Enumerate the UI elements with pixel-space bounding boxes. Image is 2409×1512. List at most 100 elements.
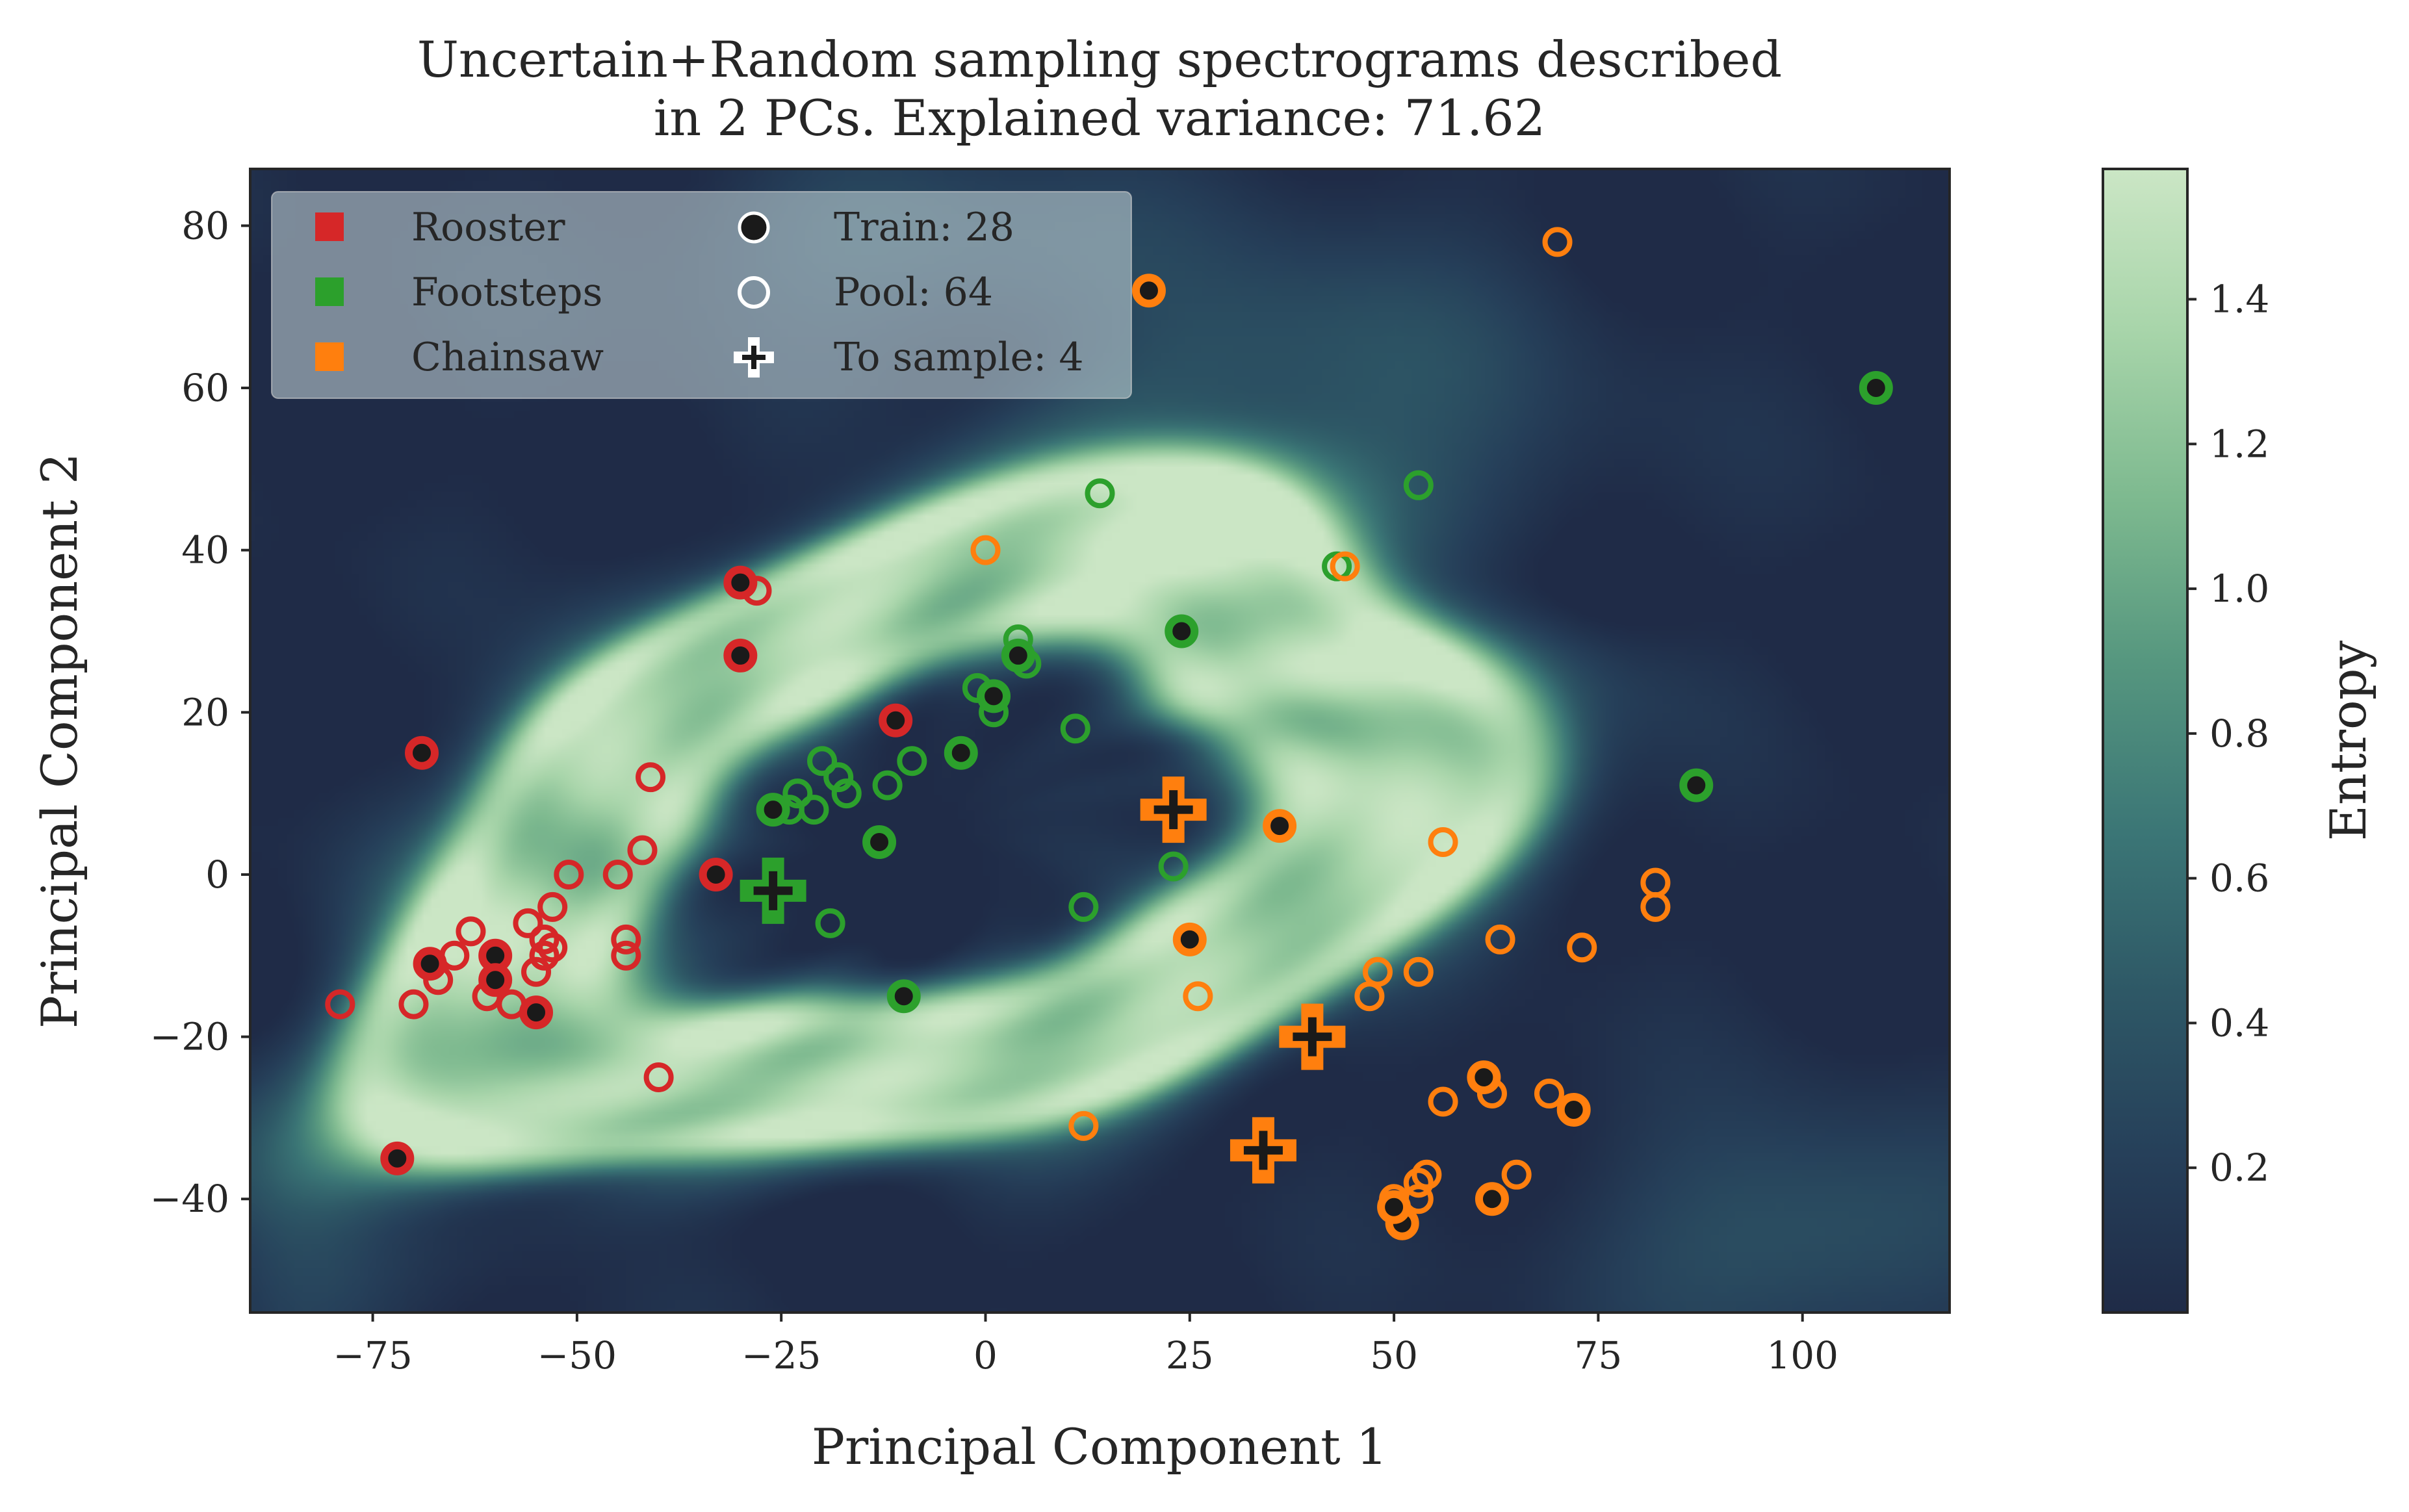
pool-point-chainsaw — [970, 535, 1001, 565]
colorbar-tick-label: 1.4 — [2209, 277, 2269, 322]
to-sample-point-chainsaw — [1230, 1117, 1296, 1184]
train-point-footsteps — [1859, 371, 1893, 405]
train-point-footsteps — [1001, 638, 1035, 673]
to-sample-point-footsteps — [740, 857, 806, 924]
pool-point-rooster — [398, 989, 429, 1019]
pool-point-rooster — [529, 924, 560, 955]
pool-point-chainsaw — [1403, 1168, 1434, 1198]
pool-point-footsteps — [1068, 891, 1099, 922]
x-tick-label: −50 — [537, 1333, 617, 1377]
train-point-rooster — [723, 638, 758, 673]
legend: Rooster Footsteps Chainsaw Train: 28 Poo… — [271, 191, 1132, 399]
train-point-chainsaw — [1131, 274, 1166, 308]
train-point-rooster — [478, 963, 513, 997]
pool-point-rooster — [325, 989, 355, 1019]
legend-rooster-label: Rooster — [411, 205, 565, 250]
pool-point-chainsaw — [1330, 551, 1360, 582]
pool-point-chainsaw — [1428, 1086, 1458, 1117]
y-tick-label: −20 — [150, 1015, 229, 1059]
y-tick-label: −40 — [150, 1177, 229, 1221]
train-point-chainsaw — [1263, 809, 1297, 843]
train-point-chainsaw — [1467, 1060, 1501, 1095]
train-point-rooster — [405, 736, 439, 770]
legend-pool-marker — [738, 276, 770, 309]
legend-chainsaw-label: Chainsaw — [411, 335, 604, 380]
train-point-rooster — [519, 995, 554, 1030]
pool-point-rooster — [537, 891, 568, 922]
pool-point-chainsaw — [1542, 227, 1573, 257]
colorbar-gradient — [2102, 168, 2189, 1314]
train-point-footsteps — [756, 793, 790, 827]
plot-frame — [249, 168, 1951, 1314]
pool-point-chainsaw — [1428, 827, 1458, 858]
train-point-chainsaw — [1377, 1190, 1411, 1224]
colorbar-tick-label: 0.6 — [2209, 856, 2269, 901]
pool-point-rooster — [643, 1062, 674, 1093]
train-point-footsteps — [862, 825, 897, 860]
pool-point-footsteps — [1403, 470, 1434, 500]
pool-point-chainsaw — [1183, 981, 1213, 1012]
train-point-footsteps — [977, 679, 1011, 713]
colorbar: 0.2 0.4 0.6 0.8 1.0 1.2 1.4 Entropy — [2102, 168, 2377, 1314]
x-axis-label: Principal Component 1 — [812, 1418, 1387, 1476]
pool-point-chainsaw — [1501, 1159, 1532, 1190]
x-tick-label: 25 — [1166, 1333, 1214, 1377]
y-tick-label: 40 — [181, 528, 229, 572]
chart-title-line-2: in 2 PCs. Explained variance: 71.62 — [654, 89, 1545, 147]
pool-point-footsteps — [823, 762, 854, 793]
chart-title-line-1: Uncertain+Random sampling spectrograms d… — [417, 31, 1782, 88]
train-point-footsteps — [1165, 614, 1199, 648]
colorbar-label: Entropy — [2319, 641, 2377, 841]
pool-point-chainsaw — [1567, 932, 1597, 963]
y-axis-label: Principal Component 2 — [31, 453, 88, 1029]
pool-point-chainsaw — [1068, 1110, 1099, 1141]
pool-point-footsteps — [1158, 851, 1189, 882]
legend-to-sample-label: To sample: 4 — [834, 335, 1084, 380]
legend-pool-label: Pool: 64 — [834, 270, 993, 315]
pool-point-chainsaw — [1362, 956, 1393, 987]
train-point-chainsaw — [1172, 922, 1207, 956]
pool-point-chainsaw — [1485, 924, 1515, 955]
y-tick-label: 80 — [181, 203, 229, 248]
legend-box — [271, 191, 1132, 399]
pool-point-rooster — [627, 835, 658, 865]
y-tick-label: 0 — [205, 852, 229, 897]
x-tick-label: 100 — [1766, 1333, 1838, 1377]
pool-point-rooster — [529, 940, 560, 971]
pool-point-footsteps — [782, 778, 813, 809]
colorbar-tick-label: 1.2 — [2209, 422, 2269, 466]
x-tick-label: 0 — [973, 1333, 998, 1377]
train-point-footsteps — [1679, 768, 1714, 802]
pool-point-rooster — [602, 859, 633, 890]
legend-footsteps-label: Footsteps — [411, 270, 602, 315]
pool-point-chainsaw — [1403, 956, 1434, 987]
legend-train-label: Train: 28 — [834, 205, 1014, 250]
train-point-chainsaw — [1556, 1092, 1591, 1127]
pool-point-rooster — [611, 924, 641, 955]
train-point-rooster — [723, 565, 758, 600]
pool-point-rooster — [537, 932, 568, 963]
train-point-rooster — [380, 1141, 415, 1175]
pool-point-footsteps — [815, 908, 845, 938]
points-layer — [325, 227, 1893, 1240]
pool-point-footsteps — [807, 746, 838, 776]
pool-point-footsteps — [831, 778, 862, 809]
to-sample-point-chainsaw — [1140, 776, 1207, 843]
train-point-footsteps — [886, 979, 921, 1014]
x-axis-ticks: −75 −50 −25 0 25 50 75 100 — [333, 1313, 1838, 1377]
x-tick-label: 50 — [1370, 1333, 1418, 1377]
colorbar-tick-label: 1.0 — [2209, 567, 2269, 611]
legend-footsteps-swatch — [315, 277, 344, 306]
train-point-footsteps — [944, 736, 978, 770]
colorbar-tick-label: 0.8 — [2209, 711, 2269, 756]
y-tick-label: 20 — [181, 690, 229, 734]
colorbar-tick-label: 0.2 — [2209, 1146, 2269, 1190]
pool-point-rooster — [456, 916, 486, 947]
pool-point-rooster — [521, 956, 552, 987]
pool-point-chainsaw — [1534, 1078, 1564, 1108]
pool-point-rooster — [611, 940, 641, 971]
to-sample-point-chainsaw — [1279, 1003, 1346, 1070]
x-tick-label: −75 — [333, 1333, 412, 1377]
x-tick-label: 75 — [1574, 1333, 1622, 1377]
